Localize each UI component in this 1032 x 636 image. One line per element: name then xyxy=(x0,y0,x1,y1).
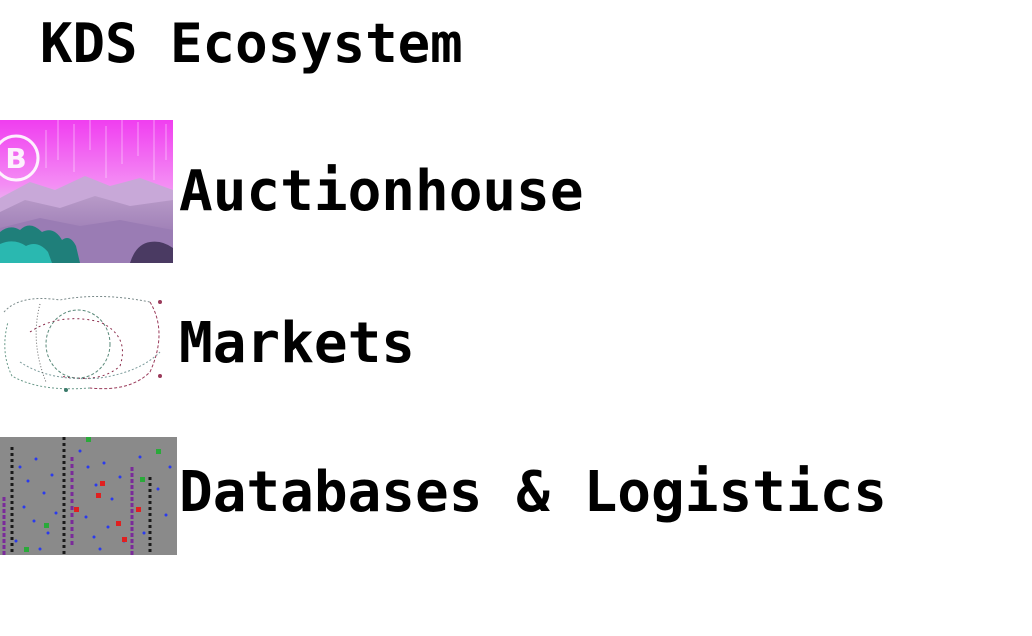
auctionhouse-link[interactable]: B Auctionhouse xyxy=(0,120,640,263)
markets-link[interactable]: Markets xyxy=(0,292,640,396)
databases-logistics-label: Databases & Logistics xyxy=(179,460,888,525)
databases-logistics-link[interactable]: Databases & Logistics xyxy=(0,437,960,555)
synthwave-bitcoin-landscape-image: B xyxy=(0,120,173,263)
page-title: KDS Ecosystem xyxy=(40,12,463,75)
data-scatter-grid-image xyxy=(0,437,177,555)
svg-text:B: B xyxy=(5,142,26,175)
auctionhouse-label: Auctionhouse xyxy=(179,159,584,224)
markets-label: Markets xyxy=(179,311,416,376)
tangled-line-sketch-image xyxy=(0,292,173,396)
